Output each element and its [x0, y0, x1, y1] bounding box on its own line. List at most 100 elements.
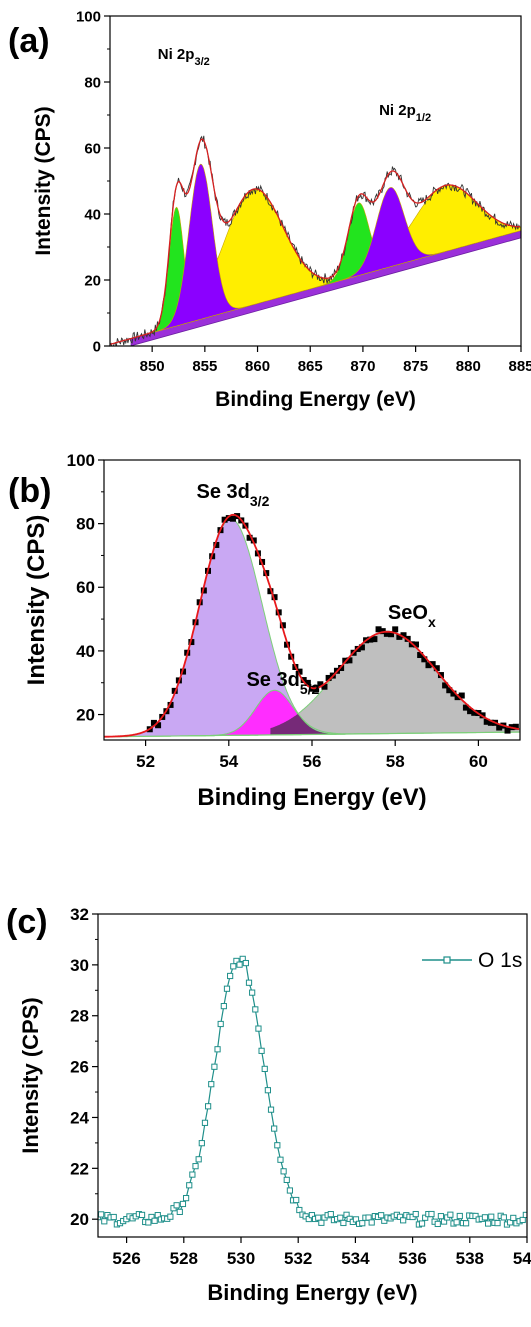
series-marker	[343, 1211, 350, 1218]
y-tick-label: 0	[93, 338, 101, 355]
data-marker	[404, 635, 411, 642]
x-tick-label: 865	[298, 358, 323, 375]
data-marker	[321, 683, 328, 690]
data-marker	[433, 665, 440, 672]
annotation-text: Ni 2p	[158, 46, 195, 63]
data-marker	[267, 588, 274, 595]
series-marker	[214, 1046, 221, 1053]
data-marker	[383, 630, 390, 637]
series-marker	[252, 1006, 259, 1013]
y-tick-label: 100	[67, 451, 95, 470]
series-marker	[293, 1196, 300, 1204]
series-marker	[189, 1171, 196, 1178]
x-tick-label: 54	[219, 752, 238, 771]
series-marker	[440, 1218, 448, 1225]
series-marker	[145, 1219, 152, 1226]
panel-c: 526 528 530 532 534 536 538 540 20 22 24 26 28 30 32 Bi…	[6, 903, 531, 1305]
panel-label: (c)	[6, 903, 48, 941]
series-marker	[507, 1219, 514, 1226]
raw-spectrum	[110, 135, 521, 346]
y-tick-label: 30	[70, 956, 89, 975]
annotation-subscript: 1/2	[416, 112, 431, 124]
y-tick-label: 26	[70, 1058, 89, 1077]
x-tick-label: 58	[386, 752, 405, 771]
panel-label: (b)	[8, 472, 51, 510]
series-marker	[264, 1087, 271, 1094]
data-marker	[388, 631, 395, 638]
x-tick-label: 532	[284, 1249, 312, 1268]
x-tick-label: 875	[403, 358, 428, 375]
series-marker	[274, 1142, 281, 1149]
data-marker	[346, 657, 353, 664]
series-marker	[280, 1168, 287, 1175]
data-marker	[229, 515, 236, 522]
series-marker	[327, 1211, 334, 1218]
series-marker	[494, 1220, 501, 1227]
series-marker	[519, 1216, 526, 1224]
series-marker	[182, 1195, 190, 1202]
series-marker	[447, 1211, 454, 1218]
data-marker	[221, 516, 228, 523]
data-marker	[396, 633, 403, 640]
fit-peak	[154, 163, 247, 333]
series-marker	[422, 1214, 429, 1221]
series-marker	[522, 1211, 527, 1219]
peak-annotation: SeOx	[388, 602, 436, 630]
annotation-subscript: x	[428, 614, 436, 630]
series-marker	[472, 1212, 479, 1220]
series-marker	[179, 1200, 187, 1208]
data-marker	[371, 636, 378, 643]
x-tick-label: 538	[456, 1249, 484, 1268]
series-marker	[220, 1003, 227, 1010]
data-marker	[392, 626, 399, 633]
x-tick-label: 850	[140, 358, 165, 375]
data-marker	[417, 652, 424, 659]
y-tick-label: 24	[70, 1108, 89, 1127]
baseline	[104, 731, 520, 738]
annotation-text: Ni 2p	[379, 102, 416, 119]
series-marker	[154, 1212, 161, 1219]
series-line	[98, 957, 527, 1226]
series-marker	[381, 1217, 388, 1224]
series-marker	[176, 1208, 183, 1215]
data-marker	[425, 662, 432, 669]
series-marker	[173, 1202, 180, 1209]
data-marker	[496, 724, 503, 731]
series-marker	[305, 1215, 312, 1223]
x-tick-label: 528	[170, 1249, 198, 1268]
peak-annotation: Ni 2p1/2	[379, 102, 431, 124]
x-axis-title: Binding Energy (eV)	[197, 784, 426, 811]
data-marker	[487, 719, 494, 726]
y-tick-label: 40	[84, 206, 101, 223]
y-tick-label: 32	[70, 905, 89, 924]
y-tick-label: 20	[76, 705, 95, 724]
x-axis-title: Binding Energy (eV)	[207, 1280, 417, 1305]
data-marker	[250, 537, 257, 544]
data-marker	[375, 626, 382, 633]
peak-annotation: Se 3d3/2	[197, 481, 270, 509]
x-tick-label: 52	[136, 752, 155, 771]
data-marker	[246, 534, 253, 541]
series-marker	[242, 959, 249, 967]
y-tick-label: 80	[76, 515, 95, 534]
series-marker	[211, 1063, 218, 1070]
x-tick-label: 60	[469, 752, 488, 771]
y-tick-label: 60	[84, 140, 101, 157]
data-marker	[462, 704, 469, 711]
series-marker	[396, 1213, 404, 1220]
series-marker	[261, 1065, 268, 1072]
series-marker	[233, 957, 240, 965]
data-marker	[400, 632, 407, 639]
series-marker	[315, 1214, 322, 1221]
series-marker	[110, 1213, 117, 1221]
legend-marker	[443, 956, 451, 964]
series-marker	[192, 1163, 199, 1170]
data-marker	[379, 628, 386, 635]
series-marker	[148, 1213, 155, 1221]
x-tick-label: 534	[341, 1249, 370, 1268]
y-tick-label: 100	[76, 8, 101, 25]
series-marker	[481, 1214, 489, 1221]
data-marker	[442, 682, 449, 689]
series-marker	[365, 1214, 372, 1221]
